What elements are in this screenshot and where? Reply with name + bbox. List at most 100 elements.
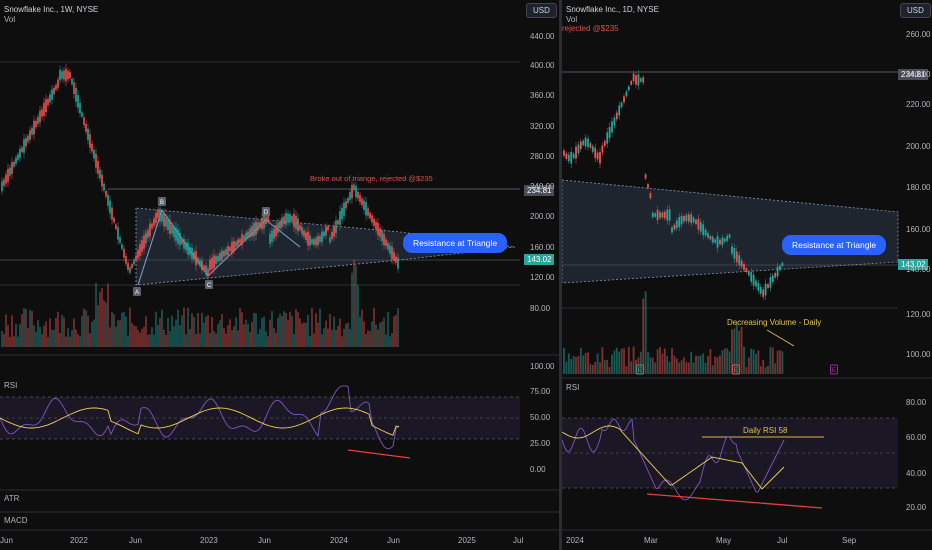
daily-chart-pane[interactable]: E E E Snowflake Inc., 1D, NYSE Vol rejecte… — [562, 0, 932, 550]
weekly-candle — [275, 225, 277, 237]
weekly-volume-bar — [347, 322, 349, 347]
weekly-volume-bar — [353, 259, 355, 347]
daily-volume-bar — [608, 366, 611, 374]
daily-volume-bar — [570, 359, 573, 374]
weekly-volume-bar — [179, 325, 181, 347]
weekly-candle — [173, 226, 175, 238]
weekly-candle — [321, 231, 323, 242]
weekly-volume-bar — [187, 307, 189, 347]
price-axis-tick: 360.00 — [530, 91, 555, 100]
daily-volume-bar — [611, 354, 613, 374]
weekly-candle — [21, 147, 23, 152]
daily-volume-bar — [567, 353, 570, 374]
weekly-volume-bar — [161, 309, 163, 347]
weekly-candle — [293, 213, 295, 227]
daily-volume-bar — [601, 347, 604, 374]
weekly-candle — [345, 201, 347, 209]
daily-candle — [601, 145, 604, 153]
weekly-candle — [167, 219, 169, 230]
daily-volume-bar — [750, 348, 753, 374]
weekly-price-tag-current: 143.02 — [524, 254, 555, 265]
daily-candle — [587, 138, 589, 148]
weekly-candle — [55, 84, 57, 90]
weekly-volume-bar — [175, 319, 177, 347]
weekly-volume-bar — [63, 317, 65, 347]
weekly-volume-bar — [45, 321, 47, 347]
weekly-candle — [211, 257, 213, 270]
weekly-volume-bar — [75, 329, 77, 347]
weekly-candle — [53, 87, 55, 95]
weekly-volume-bar — [17, 336, 19, 347]
daily-volume-bar — [779, 350, 781, 374]
weekly-resistance-badge[interactable]: Resistance at Triangle — [403, 233, 508, 253]
price-axis-tick: 140.00 — [906, 265, 931, 274]
pane-separator[interactable] — [559, 0, 562, 550]
weekly-candle — [125, 256, 127, 264]
price-axis-tick: 220.00 — [906, 100, 931, 109]
weekly-candle — [251, 226, 253, 237]
weekly-candle — [73, 82, 75, 95]
weekly-candle — [97, 161, 99, 174]
daily-candle — [692, 217, 695, 223]
weekly-volume-bar — [255, 313, 257, 347]
weekly-candle — [61, 71, 63, 79]
daily-volume-bar — [702, 353, 705, 374]
weekly-candle — [253, 223, 255, 237]
daily-candle — [651, 212, 654, 218]
weekly-candle — [13, 161, 15, 167]
weekly-candle — [385, 239, 387, 246]
weekly-volume-bar — [181, 315, 183, 347]
weekly-volume-bar — [225, 333, 227, 347]
daily-candle — [721, 237, 724, 246]
time-axis-tick: 2023 — [200, 536, 218, 545]
weekly-candle — [375, 221, 377, 230]
weekly-volume-bar — [265, 331, 267, 347]
weekly-candle — [191, 247, 193, 260]
daily-resistance-badge[interactable]: Resistance at Triangle — [782, 235, 887, 255]
time-axis-tick: 2022 — [70, 536, 88, 545]
daily-rsi-label: RSI — [566, 383, 580, 392]
weekly-candle — [269, 233, 271, 244]
daily-candle — [723, 238, 726, 242]
daily-volume-bar — [579, 347, 582, 374]
weekly-candle — [11, 162, 13, 174]
weekly-candle — [119, 237, 121, 243]
daily-volume-bar — [771, 347, 774, 374]
time-axis-tick: 2024 — [566, 536, 584, 545]
weekly-triangle — [135, 207, 516, 286]
weekly-volume-bar — [317, 322, 319, 347]
weekly-candle — [377, 223, 379, 236]
weekly-volume-bar — [333, 316, 335, 347]
daily-candle — [620, 102, 623, 108]
weekly-candle — [71, 78, 73, 85]
weekly-candle — [113, 218, 115, 223]
weekly-candle — [121, 244, 123, 249]
daily-candle — [733, 248, 736, 259]
daily-volume-bar — [704, 362, 707, 374]
weekly-volume-bar — [21, 314, 23, 347]
weekly-candle — [301, 226, 303, 235]
weekly-candle — [189, 246, 191, 256]
price-axis-tick: 100.00 — [906, 350, 931, 359]
daily-currency-button[interactable]: USD — [900, 3, 931, 18]
daily-candle — [663, 211, 666, 219]
weekly-volume-bar — [349, 328, 351, 347]
weekly-volume-bar — [277, 317, 279, 347]
daily-candle — [668, 209, 671, 221]
daily-volume-bar — [668, 361, 671, 374]
weekly-candle — [237, 239, 239, 246]
price-axis-tick: 320.00 — [530, 122, 555, 131]
daily-candle — [647, 184, 649, 188]
weekly-volume-bar — [275, 332, 277, 347]
weekly-currency-button[interactable]: USD — [526, 3, 557, 18]
weekly-chart-pane[interactable]: A B C D Snowflake Inc., 1W, NYSE Vol USD Br… — [0, 0, 559, 550]
daily-volume-bar — [728, 351, 731, 374]
daily-candle — [673, 224, 676, 230]
weekly-candle — [185, 242, 187, 251]
weekly-volume-bar — [293, 334, 295, 347]
weekly-candle — [57, 79, 59, 88]
weekly-candle — [337, 220, 339, 225]
weekly-chart-canvas[interactable]: A B C D — [0, 0, 559, 550]
weekly-volume-bar — [329, 313, 331, 347]
